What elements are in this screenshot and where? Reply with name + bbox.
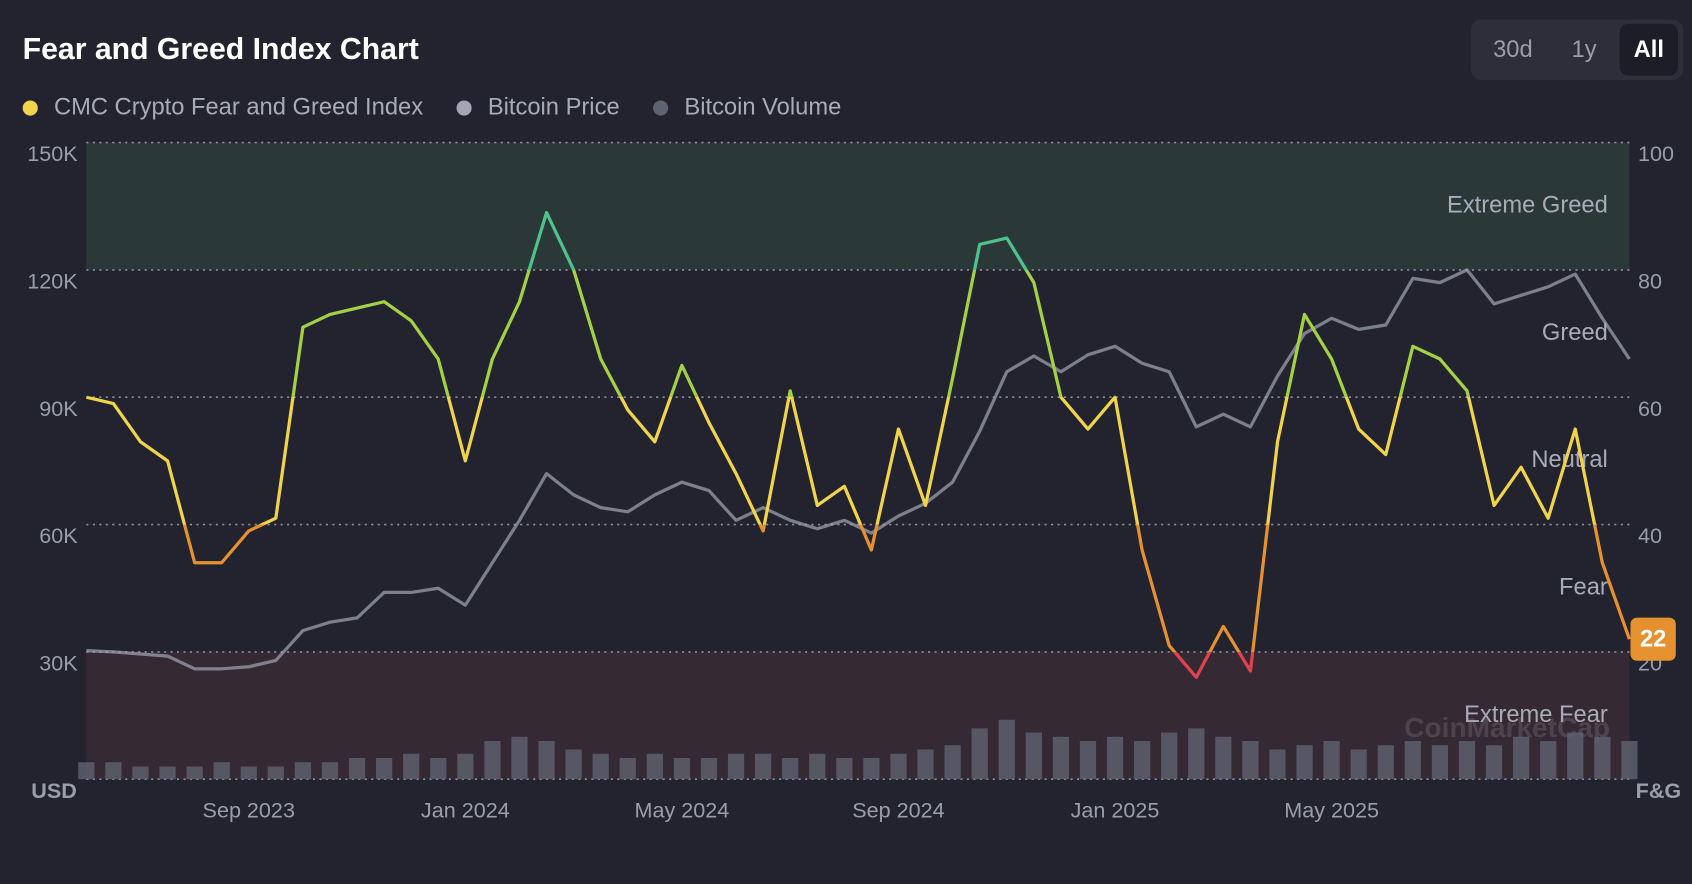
range-button[interactable]: 1y [1572,37,1597,63]
price-line [86,268,1631,671]
volume-bar [375,757,393,780]
volume-bar [971,728,988,780]
volume-bar [1621,741,1638,780]
volume-bar [754,753,772,780]
volume-bar [809,753,826,780]
x-tick-label: Sep 2023 [203,797,295,822]
volume-bar [1134,741,1151,780]
y2-unit: F&G [1636,778,1682,803]
legend-label[interactable]: Bitcoin Volume [684,94,841,120]
volume-bar [619,757,636,780]
volume-bar [782,757,799,780]
volume-bar [484,741,501,780]
range-button[interactable]: 30d [1493,37,1533,63]
volume-bar [1215,736,1232,780]
volume-bar [348,757,366,780]
y2-tick-label: 80 [1638,269,1662,294]
volume-bar [1350,749,1367,780]
volume-bar [267,766,284,780]
volume-bar [1052,736,1070,780]
volume-bar [457,753,474,780]
volume-bar [321,762,339,780]
volume-bar [1540,741,1557,780]
volume-bar [294,762,312,780]
current-badge [1630,617,1676,661]
volume-bar [890,753,907,780]
range-button-bg [1619,23,1678,76]
x-tick-label: Jan 2025 [1071,797,1160,822]
x-tick-label: May 2025 [1284,797,1379,822]
y2-tick-label: 60 [1638,396,1662,421]
volume-bar [132,766,149,780]
x-tick-label: Sep 2024 [852,797,944,822]
volume-bar [159,766,176,780]
legend-dot [22,100,38,116]
legend-label[interactable]: CMC Crypto Fear and Greed Index [54,94,423,120]
volume-bar [403,753,420,780]
volume-bar [1079,741,1097,780]
volume-bar [1161,732,1178,780]
y2-tick-label: 40 [1638,523,1662,548]
volume-bar [240,766,257,780]
volume-bar [836,757,853,780]
volume-bar [1269,749,1286,780]
volume-bar [1567,732,1584,780]
chart-title: Fear and Greed Index Chart [23,33,419,66]
volume-bar [511,736,528,780]
volume-bar [917,749,934,780]
zone-label: Greed [1542,320,1608,346]
y-tick-label: 120K [27,269,78,294]
volume-bar [1242,741,1259,780]
volume-bar [186,766,203,780]
volume-bar [998,719,1015,780]
x-tick-label: Jan 2024 [421,797,510,822]
volume-bar [1188,728,1205,780]
y-unit: USD [31,778,77,803]
volume-bar [1323,741,1340,780]
legend-dot [653,100,669,116]
zone-label: Extreme Fear [1464,702,1608,728]
zone-band [86,142,1630,270]
volume-bar [1431,745,1449,780]
volume-bar [78,762,95,780]
legend-dot [456,100,472,116]
x-tick-label: May 2024 [635,797,730,822]
y2-tick-label: 100 [1638,141,1674,166]
volume-bar [1485,745,1503,780]
volume-bar [592,753,609,780]
y-tick-label: 30K [39,651,78,676]
y-tick-label: 150K [27,141,78,166]
volume-bar [430,757,447,780]
range-button[interactable]: All [1634,37,1664,63]
fear-greed-line [85,210,1631,679]
zone-label: Extreme Greed [1447,192,1608,218]
volume-bar [1377,745,1394,780]
legend-label[interactable]: Bitcoin Price [488,94,620,120]
volume-bar [944,745,961,780]
y-tick-label: 60K [39,523,78,548]
volume-bar [1513,736,1530,780]
volume-bar [646,753,663,780]
volume-bar [1594,736,1611,780]
volume-bar [565,749,582,780]
volume-bar [1458,741,1476,780]
volume-bar [105,762,122,780]
volume-bar [213,762,230,780]
volume-bar [673,757,691,780]
volume-bar [1296,745,1313,780]
volume-bar [1025,732,1042,780]
zone-label: Fear [1559,574,1608,600]
volume-bar [863,757,880,780]
current-value: 22 [1640,626,1666,652]
volume-bar [727,753,745,780]
volume-bar [538,741,555,780]
volume-bar [1404,741,1421,780]
volume-bar [1106,736,1124,780]
volume-bar [700,757,718,780]
zone-band [86,651,1630,780]
y-tick-label: 90K [39,396,78,421]
